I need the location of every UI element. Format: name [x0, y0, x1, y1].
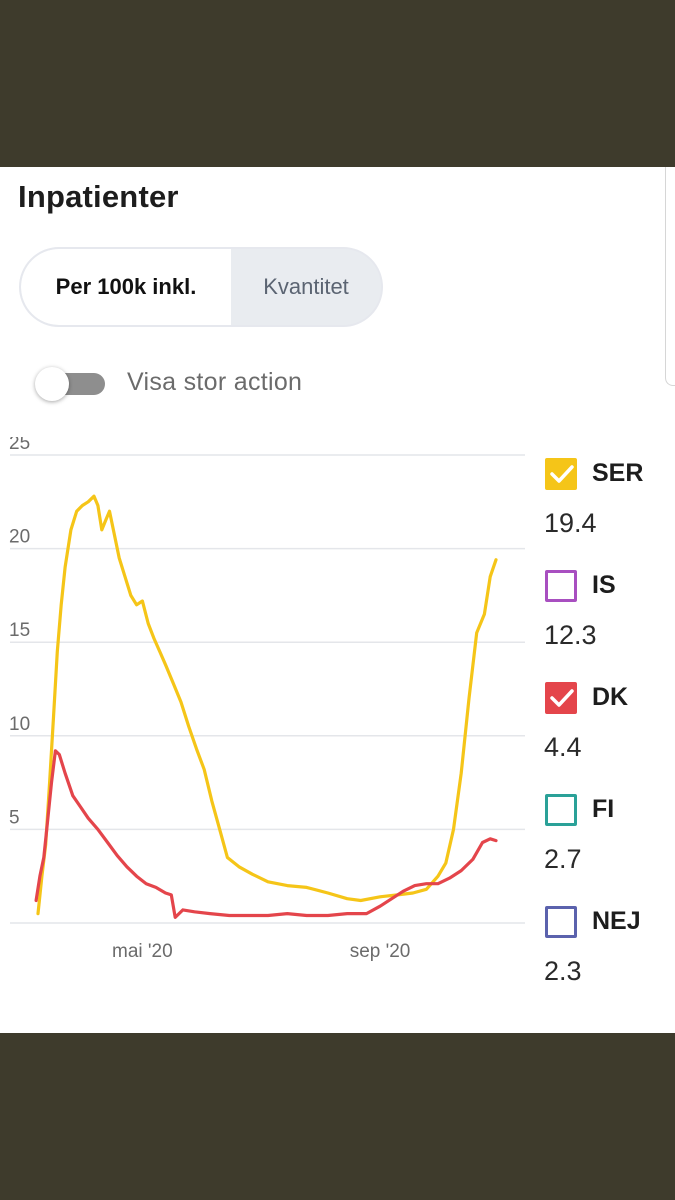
series-line-ser: [36, 494, 498, 916]
legend-name-fi: FI: [592, 795, 615, 823]
legend-name-dk: DK: [592, 683, 629, 711]
legend-value-ser: 19.4: [544, 508, 597, 538]
y-tick-label: 15: [9, 620, 30, 641]
fi-checkbox[interactable]: [545, 794, 577, 826]
per-100k-option[interactable]: Per 100k inkl.: [21, 249, 231, 325]
series-line-dk: [34, 749, 498, 919]
y-tick-label: 25: [9, 437, 30, 454]
legend-name-is: IS: [592, 571, 616, 599]
legend-item-is: IS 12.3: [544, 568, 675, 668]
check-icon: [550, 465, 574, 483]
legend-name-nej: NEJ: [592, 907, 641, 935]
legend-value-fi: 2.7: [544, 844, 582, 874]
legend-item-nej: NEJ 2.3: [544, 904, 675, 1004]
legend-value-is: 12.3: [544, 620, 597, 650]
x-tick-label: sep '20: [350, 941, 411, 962]
legend-item-ser: SER 19.4: [544, 456, 675, 556]
toggle-knob: [35, 367, 69, 401]
y-tick-label: 10: [9, 714, 30, 735]
legend-value-nej: 2.3: [544, 956, 582, 986]
legend-name-ser: SER: [592, 459, 644, 487]
legend-item-fi: FI 2.7: [544, 792, 675, 892]
legend-value-dk: 4.4: [544, 732, 582, 762]
ser-checkbox[interactable]: [545, 458, 577, 490]
inpatients-panel: Inpatienter Per 100k inkl. Kvantitet Vis…: [0, 167, 675, 1033]
nej-checkbox[interactable]: [545, 906, 577, 938]
is-checkbox[interactable]: [545, 570, 577, 602]
legend-item-dk: DK 4.4: [544, 680, 675, 780]
toggle-label: Visa stor action: [127, 368, 303, 396]
quantity-option[interactable]: Kvantitet: [263, 274, 349, 299]
page-title: Inpatienter: [18, 179, 179, 214]
y-tick-label: 20: [9, 527, 30, 548]
check-icon: [550, 689, 574, 707]
large-action-toggle[interactable]: [35, 367, 105, 401]
scrollbar-edge[interactable]: [665, 167, 675, 386]
metric-segmented-control: Per 100k inkl. Kvantitet: [19, 247, 383, 327]
dk-checkbox[interactable]: [545, 682, 577, 714]
y-tick-label: 5: [9, 807, 20, 828]
inpatients-line-chart: 25 20 15 10 5 mai '20 sep '20: [9, 437, 525, 962]
x-tick-label: mai '20: [112, 941, 173, 962]
